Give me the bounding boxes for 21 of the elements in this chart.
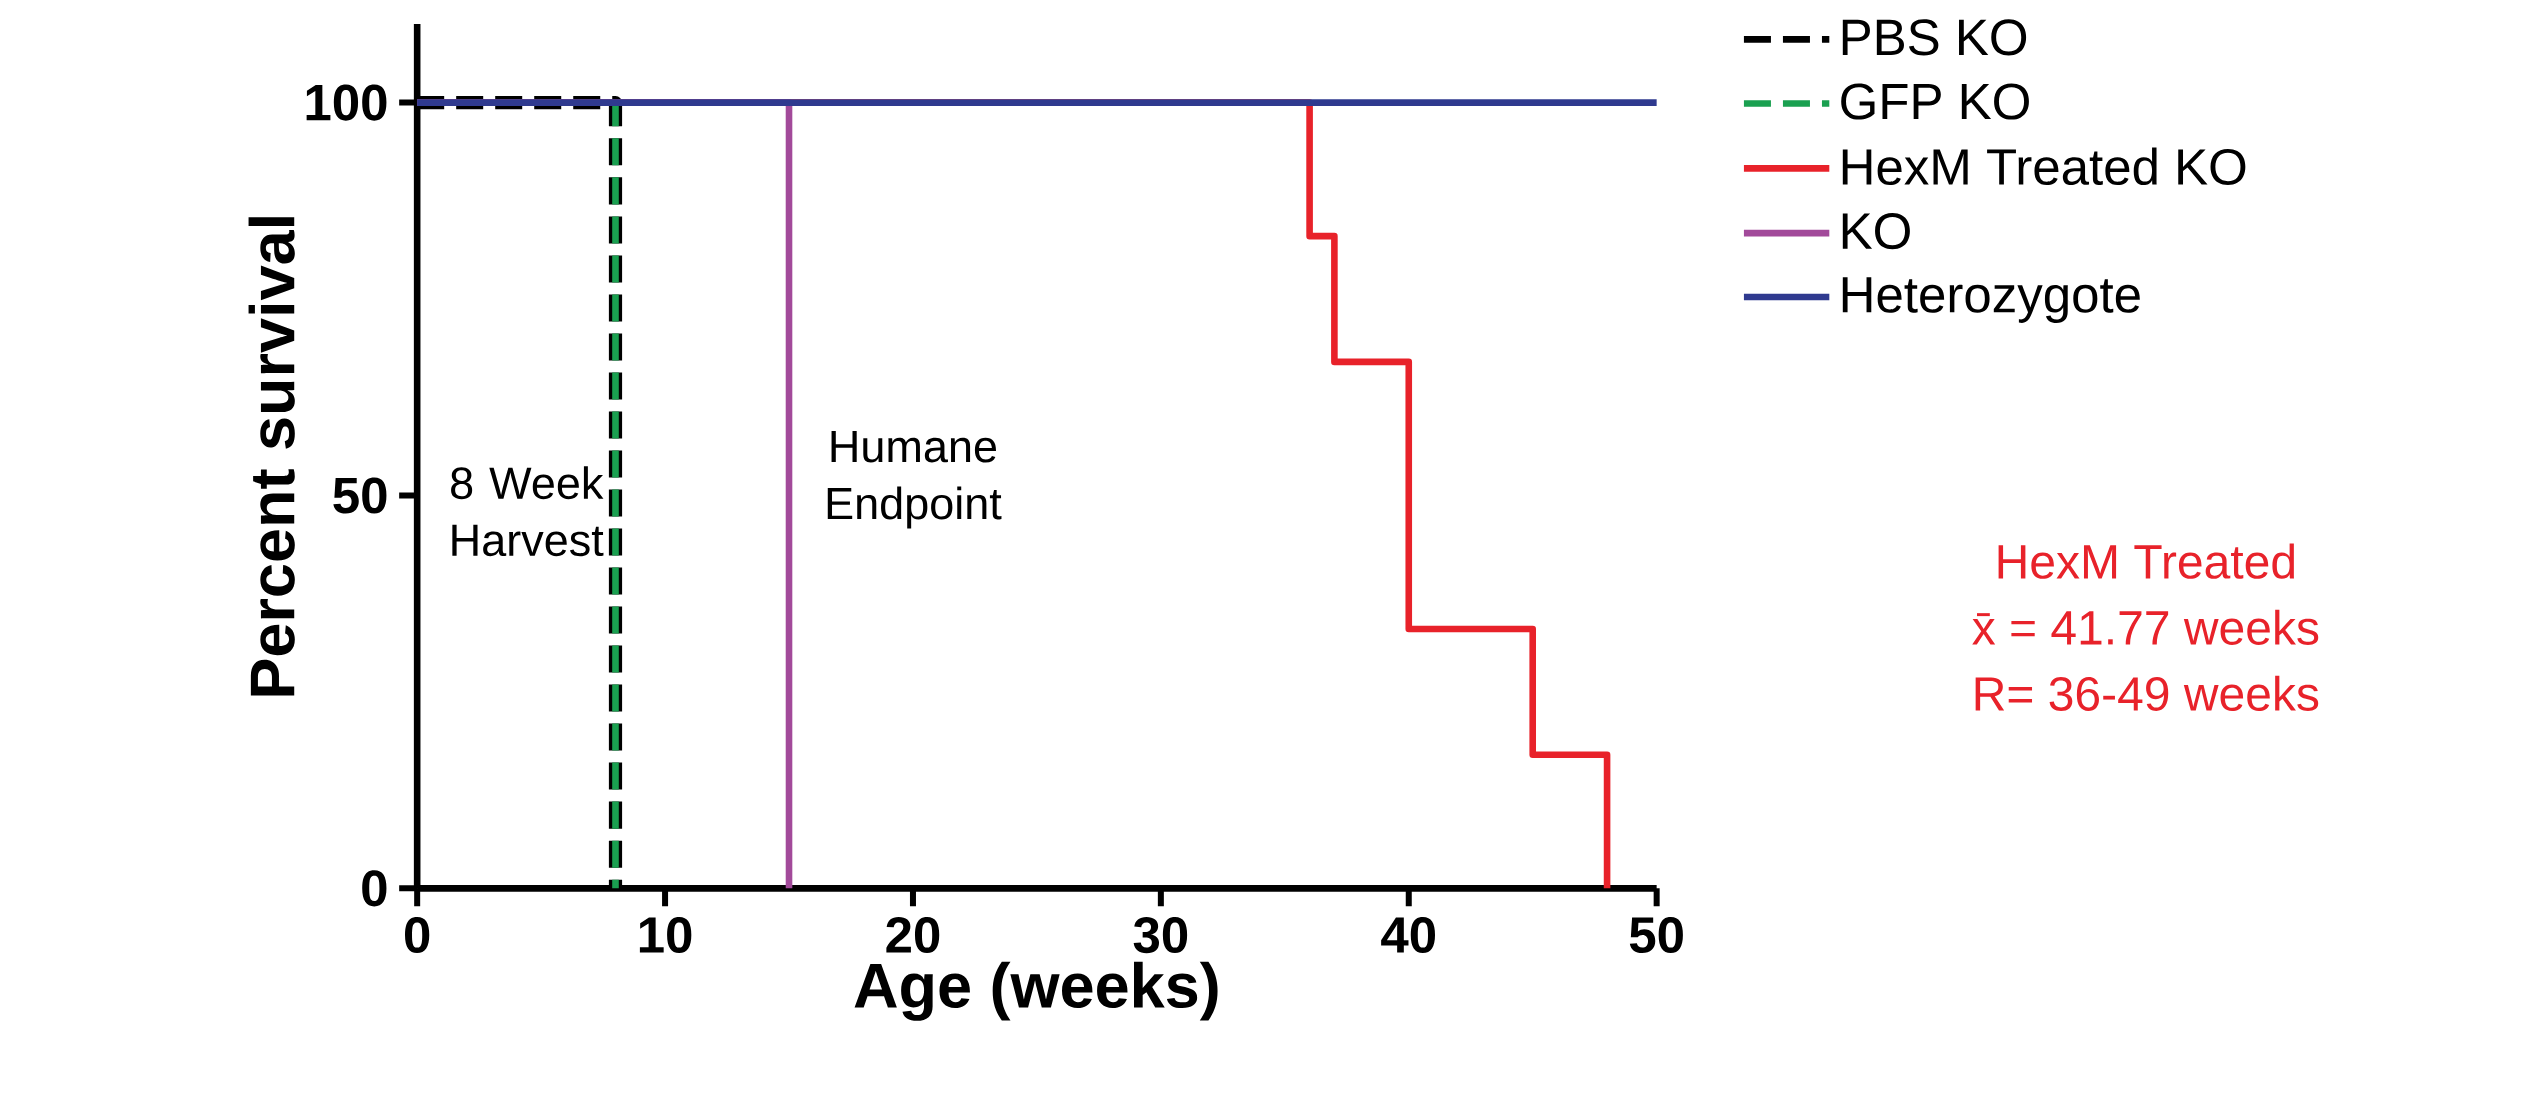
x-tick-label: 10 [639, 916, 692, 953]
annotation: Humane Endpoint [827, 430, 1002, 529]
legend-label: HexM Treated KO [1842, 147, 2246, 185]
y-axis-title: Percent survival [248, 217, 295, 696]
y-tick-label: 0 [362, 870, 387, 907]
text: x̄ = 41.77 weeks [1972, 609, 2319, 645]
x-tick-label: 20 [886, 916, 940, 953]
x-tick-label: 0 [405, 916, 430, 953]
text: R= 36-49 weeks [1975, 675, 2319, 711]
x-axis-title: Age (weeks) [854, 961, 1218, 1021]
y-tick-label: 50 [333, 477, 387, 514]
x-tick-label: 30 [1133, 916, 1188, 953]
text: HexM Treated [1998, 543, 2294, 579]
x-tick-label: 50 [1629, 916, 1683, 953]
legend-label: KO [1842, 212, 1910, 249]
legend-label: PBS KO [1842, 19, 2027, 56]
legend-label: Heterozygote [1842, 276, 2140, 323]
legend-label: GFP KO [1841, 83, 2029, 120]
x-tick-label: 40 [1381, 916, 1436, 953]
y-tick-label: 100 [306, 84, 387, 121]
annotation: 8 Week Harvest [451, 465, 604, 556]
